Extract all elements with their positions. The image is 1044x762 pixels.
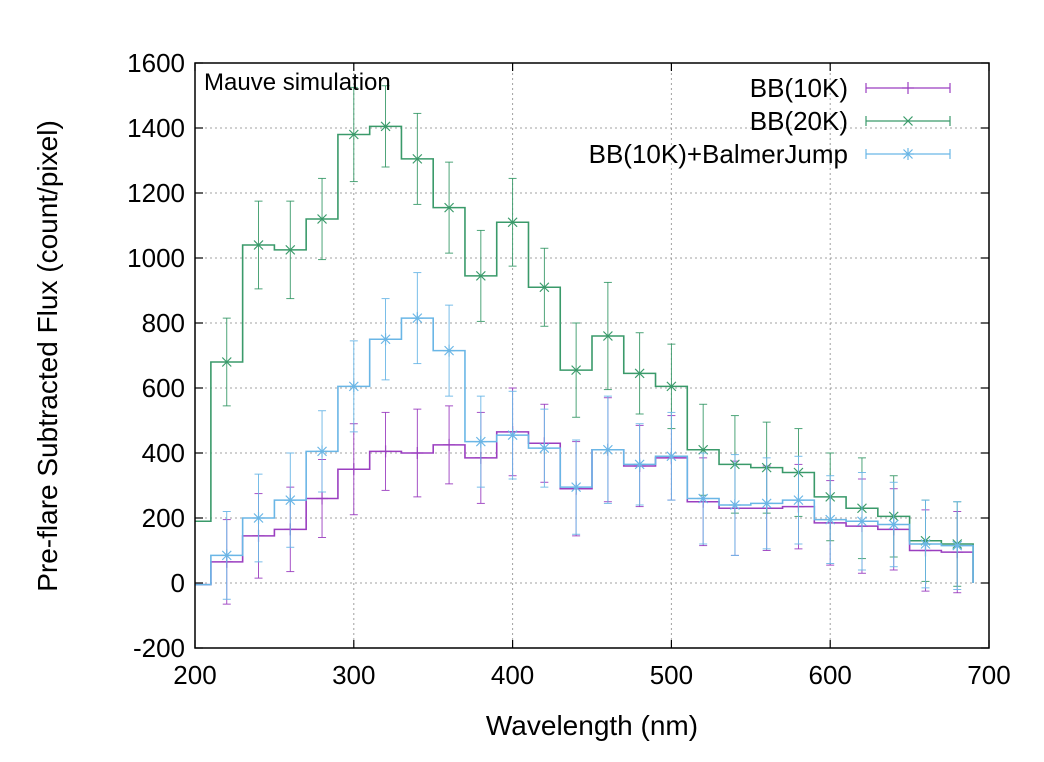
data-point (412, 112, 423, 205)
y-tick-label: 1200 (127, 178, 185, 208)
y-axis-label: Pre-flare Subtracted Flux (count/pixel) (32, 120, 63, 592)
data-point (602, 281, 613, 391)
data-point (728, 454, 741, 556)
data-point (951, 501, 964, 590)
y-tick-label: 1000 (127, 243, 185, 273)
data-point (347, 340, 360, 433)
y-tick-label: 1400 (127, 113, 185, 143)
x-tick-label: 300 (332, 660, 375, 690)
plot-frame (194, 62, 990, 649)
y-tick-label: 600 (142, 373, 185, 403)
series-layer (195, 85, 974, 605)
series-line (195, 317, 974, 586)
data-point (443, 304, 456, 397)
series-line (195, 125, 974, 583)
data-point (379, 298, 392, 381)
data-point (474, 395, 487, 488)
data-point (317, 177, 327, 261)
legend: BB(10K)BB(20K)BB(10K)+BalmerJump (589, 73, 951, 169)
x-tick-label: 200 (173, 660, 216, 690)
data-point (220, 511, 233, 600)
legend-label: BB(10K)+BalmerJump (589, 139, 848, 169)
data-point (539, 247, 550, 327)
data-point (506, 390, 519, 480)
data-point (221, 317, 232, 407)
data-point (380, 85, 391, 168)
y-tick-label: 400 (142, 438, 185, 468)
data-point (601, 395, 614, 504)
data-point (443, 405, 456, 485)
data-point (316, 410, 329, 493)
data-point (792, 455, 805, 545)
data-point (348, 86, 359, 183)
data-point (347, 423, 360, 516)
data-point (633, 423, 646, 506)
x-tick-label: 500 (650, 660, 693, 690)
data-point (760, 457, 773, 550)
series-BB(20K) (195, 85, 974, 587)
y-tick-label: 800 (142, 308, 185, 338)
data-point (379, 411, 392, 491)
data-point (665, 411, 678, 501)
series-BB(10K) (195, 387, 974, 605)
x-tick-label: 600 (809, 660, 852, 690)
x-tick-label: 400 (491, 660, 534, 690)
data-point (507, 177, 518, 267)
data-point (570, 439, 583, 535)
y-tick-label: 0 (171, 568, 185, 598)
data-point (253, 200, 264, 290)
data-point (634, 332, 645, 415)
legend-label: BB(20K) (750, 106, 848, 136)
data-point (855, 472, 868, 571)
data-point (284, 452, 297, 548)
data-point (411, 272, 424, 365)
data-point (444, 161, 455, 254)
y-tick-label: 200 (142, 503, 185, 533)
y-tick-label: 1600 (127, 48, 185, 78)
x-tick-label: 700 (967, 660, 1010, 690)
legend-entry: BB(10K) (750, 73, 951, 103)
data-point (571, 322, 582, 418)
data-point (411, 408, 424, 498)
data-point (252, 473, 265, 563)
legend-label: BB(10K) (750, 73, 848, 103)
y-tick-label: -200 (133, 633, 185, 663)
data-point (824, 475, 837, 564)
grid-lines (195, 63, 989, 648)
data-point (697, 452, 710, 545)
data-point (887, 481, 900, 568)
annotation-label: Mauve simulation (204, 69, 391, 96)
series-BB(10K)+BalmerJump (195, 272, 974, 600)
axis-ticks: 200 300 400 500 600 700 -200 0 200 400 600 800 1000 1… (127, 48, 1011, 690)
x-axis-label: Wavelength (nm) (486, 710, 698, 741)
data-point (285, 200, 296, 300)
data-point (475, 229, 486, 322)
data-point (919, 499, 932, 589)
data-point (538, 408, 551, 488)
legend-entry: BB(20K) (750, 106, 951, 136)
legend-entry: BB(10K)+BalmerJump (589, 139, 951, 169)
data-point (316, 459, 329, 538)
